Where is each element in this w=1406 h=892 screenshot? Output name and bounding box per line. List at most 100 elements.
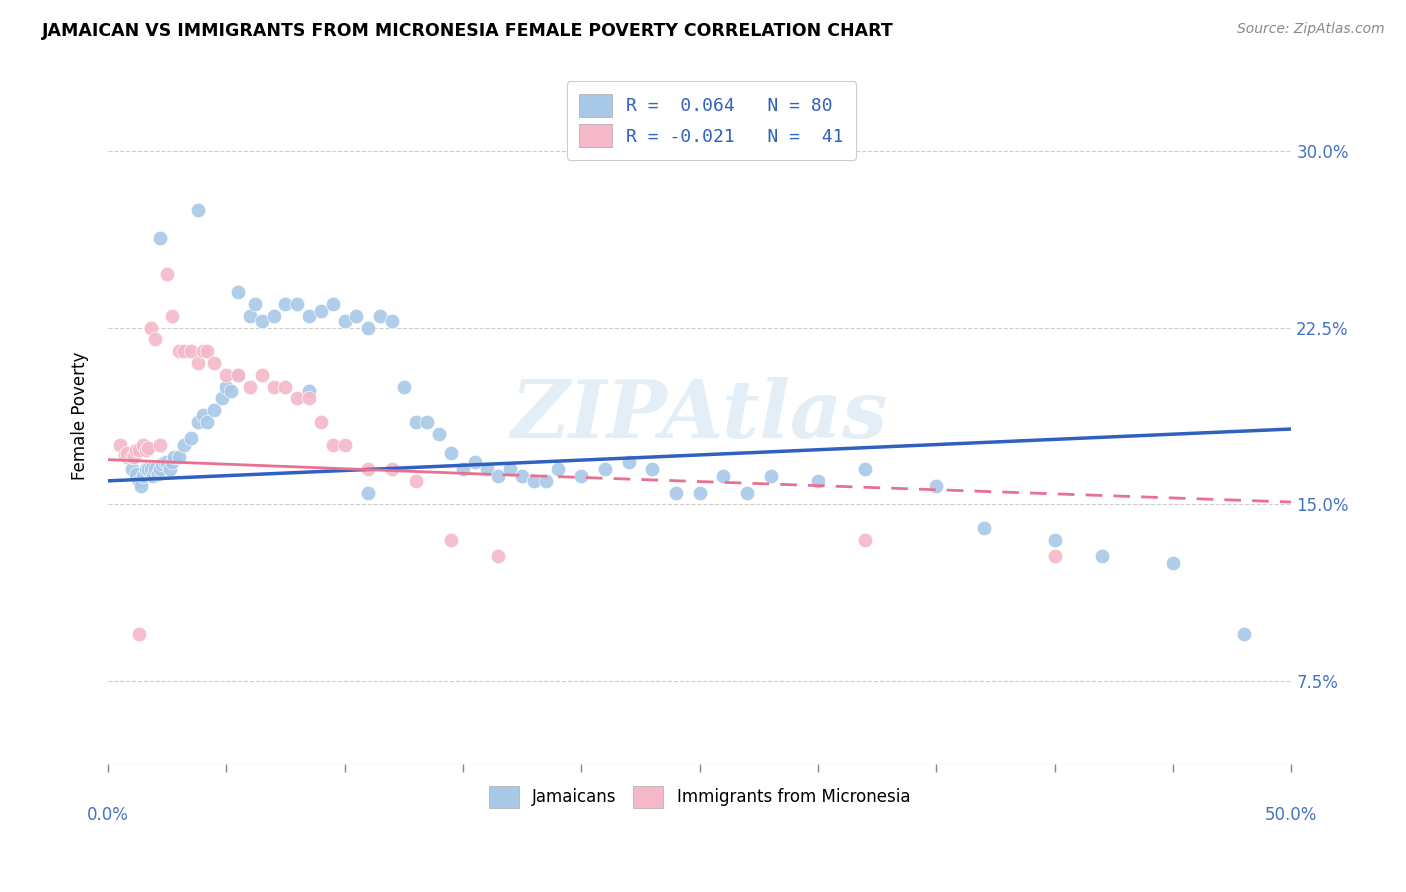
Point [121, 450, 143, 465]
Point [689, 485, 711, 500]
Point [180, 344, 202, 359]
Point [226, 368, 249, 382]
Point [807, 474, 830, 488]
Point [523, 474, 546, 488]
Point [510, 469, 533, 483]
Point [405, 415, 427, 429]
Point [1043, 549, 1066, 564]
Point [156, 455, 179, 469]
Point [641, 462, 664, 476]
Point [160, 309, 183, 323]
Point [226, 285, 249, 300]
Point [149, 462, 172, 476]
Point [381, 462, 404, 476]
Point [853, 533, 876, 547]
Point [298, 384, 321, 399]
Point [451, 462, 474, 476]
Point [735, 485, 758, 500]
Text: ZIPAtlas: ZIPAtlas [510, 377, 889, 455]
Point [427, 426, 450, 441]
Point [333, 438, 356, 452]
Point [160, 455, 183, 469]
Point [464, 455, 486, 469]
Point [191, 408, 214, 422]
Point [569, 469, 592, 483]
Point [226, 368, 249, 382]
Point [143, 333, 166, 347]
Point [274, 297, 297, 311]
Point [204, 403, 226, 417]
Point [139, 462, 162, 476]
Point [215, 379, 238, 393]
Point [125, 443, 148, 458]
Point [1091, 549, 1114, 564]
Point [488, 469, 510, 483]
Point [136, 462, 159, 476]
Text: 0.0%: 0.0% [87, 806, 129, 824]
Text: Source: ZipAtlas.com: Source: ZipAtlas.com [1237, 22, 1385, 37]
Point [128, 627, 150, 641]
Point [122, 450, 145, 465]
Point [357, 320, 380, 334]
Point [1161, 557, 1184, 571]
Legend: Jamaicans, Immigrants from Micronesia: Jamaicans, Immigrants from Micronesia [482, 780, 917, 814]
Point [547, 462, 569, 476]
Point [333, 313, 356, 327]
Point [167, 344, 190, 359]
Text: JAMAICAN VS IMMIGRANTS FROM MICRONESIA FEMALE POVERTY CORRELATION CHART: JAMAICAN VS IMMIGRANTS FROM MICRONESIA F… [42, 22, 894, 40]
Point [128, 474, 150, 488]
Point [1043, 533, 1066, 547]
Point [197, 344, 219, 359]
Point [250, 313, 273, 327]
Point [153, 455, 176, 469]
Point [263, 379, 285, 393]
Point [135, 462, 157, 476]
Point [211, 392, 233, 406]
Point [204, 356, 226, 370]
Point [1233, 627, 1256, 641]
Point [973, 521, 995, 535]
Point [173, 438, 195, 452]
Point [108, 438, 131, 452]
Point [121, 462, 143, 476]
Point [243, 297, 266, 311]
Point [219, 384, 242, 399]
Point [143, 462, 166, 476]
Point [309, 304, 332, 318]
Point [187, 415, 209, 429]
Point [142, 469, 165, 483]
Point [191, 344, 214, 359]
Point [440, 533, 463, 547]
Point [115, 445, 138, 459]
Point [159, 462, 181, 476]
Point [132, 438, 155, 452]
Point [322, 297, 344, 311]
Point [368, 309, 391, 323]
Point [125, 467, 148, 481]
Point [759, 469, 782, 483]
Point [263, 309, 285, 323]
Point [298, 392, 321, 406]
Point [381, 313, 404, 327]
Point [416, 415, 439, 429]
Point [665, 485, 688, 500]
Point [346, 309, 368, 323]
Point [440, 445, 463, 459]
Point [357, 462, 380, 476]
Point [534, 474, 557, 488]
Point [357, 485, 380, 500]
Point [285, 392, 308, 406]
Point [149, 231, 172, 245]
Point [135, 443, 157, 458]
Point [152, 458, 174, 472]
Point [617, 455, 640, 469]
Point [475, 462, 498, 476]
Point [180, 432, 202, 446]
Point [322, 438, 344, 452]
Point [114, 448, 136, 462]
Point [156, 267, 179, 281]
Point [128, 443, 150, 458]
Point [163, 450, 186, 465]
Point [132, 469, 155, 483]
Point [711, 469, 734, 483]
